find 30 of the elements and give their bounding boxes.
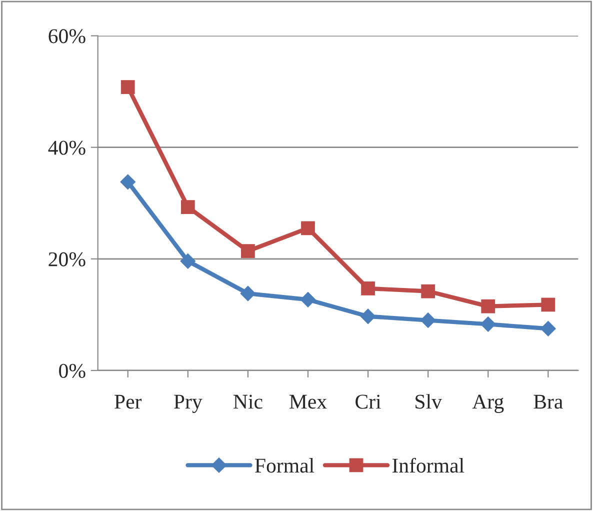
x-tick-label: Pry [174,394,202,413]
point [360,308,376,324]
x-tick-label: Arg [472,394,504,413]
point [480,316,496,332]
point [361,282,375,296]
point [541,298,556,312]
y-tick-label: 40% [48,140,86,155]
point [301,221,315,236]
point [421,284,436,298]
point [120,80,135,94]
point [420,312,436,328]
x-tick-label: Bra [534,394,563,409]
y-tick-label: 60% [48,29,86,44]
x-tick-label: Per [114,394,142,409]
y-tick-label: 20% [48,252,86,266]
point [300,292,316,308]
x-tick-label: Slv [416,394,442,409]
point [180,254,196,269]
point [241,244,255,258]
legend-label: Formal [255,458,314,473]
x-tick-label: Nic [234,394,262,409]
legend-label: Informal [392,458,464,473]
y-tick-label: 0% [59,364,86,378]
x-tick-label: Cri [356,394,381,409]
point [540,321,556,336]
point [481,299,496,314]
point [240,286,256,302]
point [120,174,136,190]
x-tick-label: Mex [289,394,327,409]
point [180,200,195,214]
